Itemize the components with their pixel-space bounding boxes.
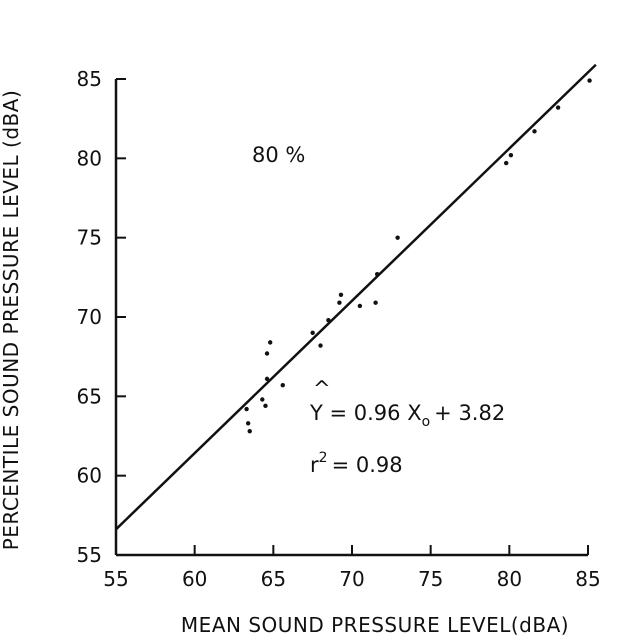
- data-point: [373, 300, 378, 305]
- y-tick-label: 80: [77, 146, 102, 170]
- percent-annotation: 80 %: [252, 143, 305, 167]
- data-point: [244, 406, 249, 412]
- r2-value: = 0.98: [332, 453, 403, 477]
- equation-rhs: + 3.82: [434, 401, 505, 425]
- tick-labels: 55 60 65 70 75 80 85 55 60 65 70 75 80 85: [77, 67, 601, 591]
- y-tick-label: 65: [77, 384, 102, 408]
- equation-lhs: Y = 0.96 X: [309, 401, 422, 425]
- data-point: [395, 235, 400, 240]
- data-point: [318, 343, 323, 348]
- data-point: [264, 351, 270, 356]
- y-tick-label: 60: [77, 464, 102, 488]
- y-tick-label: 70: [77, 305, 102, 329]
- data-point: [245, 421, 251, 426]
- x-tick-label: 75: [418, 567, 443, 591]
- x-tick-label: 55: [103, 567, 128, 591]
- data-point: [532, 129, 537, 134]
- equation-subscript: o: [422, 414, 431, 430]
- data-points: [244, 78, 592, 434]
- svg-text:Y = 0.96 Xo+ 3.82: Y = 0.96 Xo + 3.82: [309, 401, 505, 430]
- data-point: [263, 403, 268, 409]
- y-tick-label: 55: [77, 543, 102, 567]
- svg-text:r2= 0.98: r2 = 0.98: [310, 450, 403, 477]
- axes: [114, 78, 589, 557]
- r-squared: r2 = 0.98: [310, 450, 403, 477]
- x-axis-title: MEAN SOUND PRESSURE LEVEL(dBA): [181, 613, 569, 637]
- r2-exponent: 2: [319, 450, 328, 466]
- data-point: [260, 397, 265, 402]
- data-point: [264, 376, 270, 382]
- regression-equation: ^ Y = 0.96 Xo + 3.82: [309, 377, 505, 430]
- x-tick-label: 80: [497, 567, 522, 591]
- y-axis-title: PERCENTILE SOUND PRESSURE LEVEL (dBA): [0, 90, 23, 551]
- data-point: [357, 303, 363, 309]
- regression-line-group: [115, 63, 597, 531]
- data-point: [247, 429, 252, 434]
- data-point: [310, 330, 315, 336]
- x-tick-label: 85: [575, 567, 600, 591]
- data-point: [555, 105, 561, 110]
- data-point: [280, 383, 285, 388]
- data-point: [587, 78, 592, 83]
- data-point: [338, 292, 344, 297]
- y-tick-label: 75: [77, 226, 102, 250]
- regression-line: [115, 63, 597, 531]
- data-point: [267, 340, 273, 345]
- y-tick-label: 85: [77, 67, 102, 91]
- data-point: [508, 152, 514, 158]
- x-tick-label: 65: [261, 567, 286, 591]
- data-point: [503, 160, 509, 166]
- x-tick-label: 60: [182, 567, 207, 591]
- r2-base: r: [310, 453, 319, 477]
- data-point: [337, 300, 342, 305]
- x-tick-label: 70: [339, 567, 364, 591]
- equation-hat: ^: [313, 377, 331, 401]
